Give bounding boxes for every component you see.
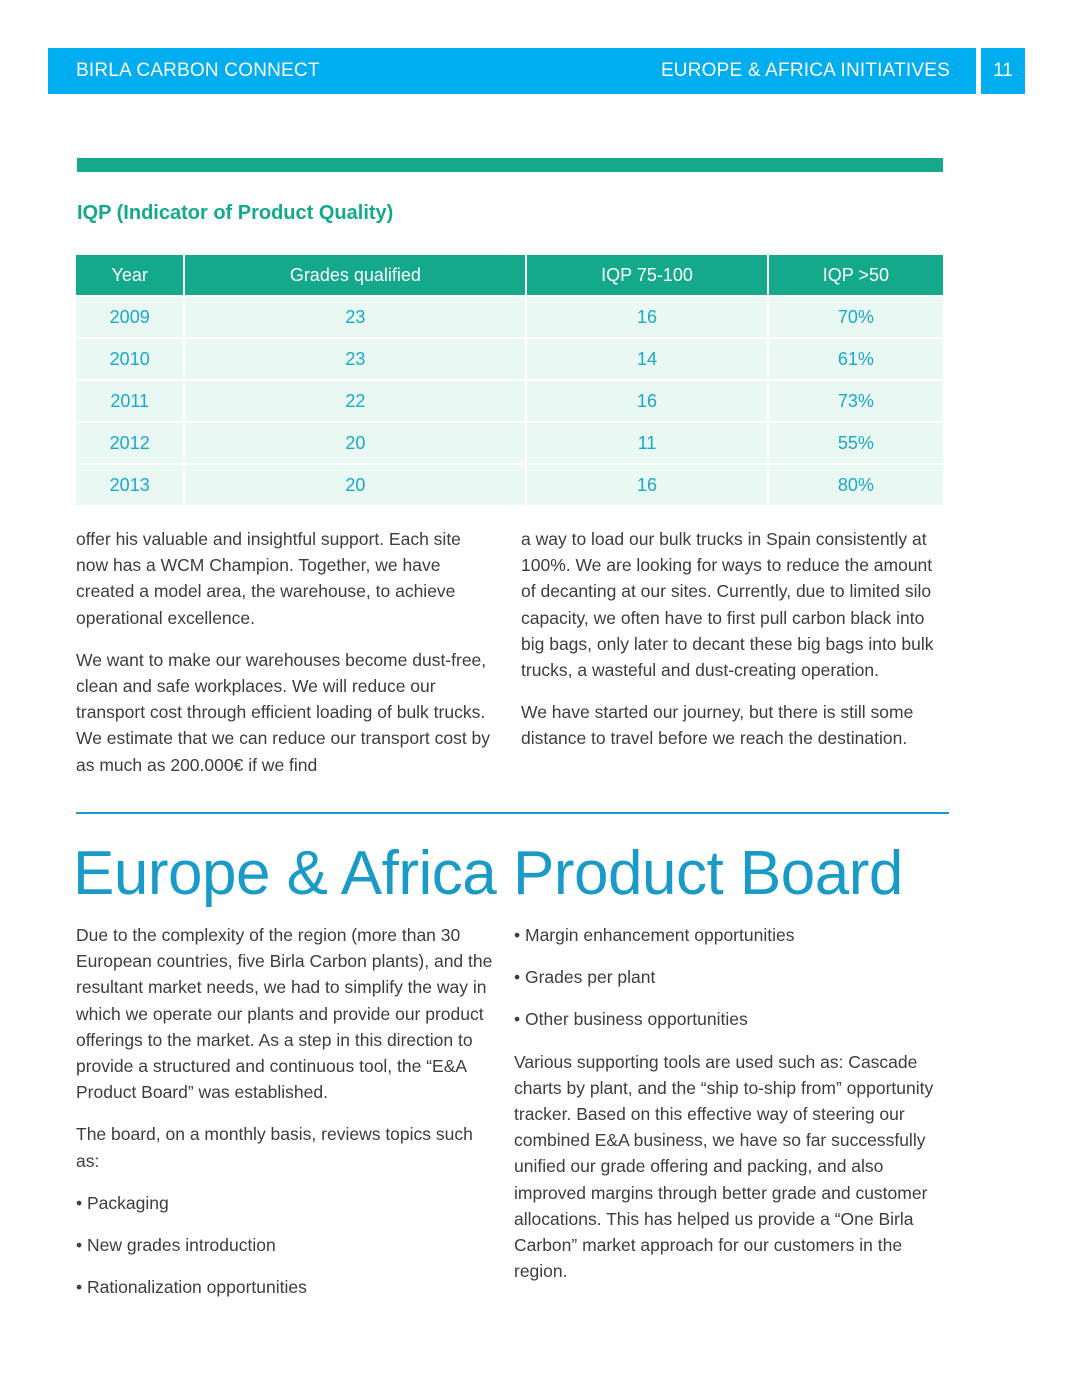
cell-grades: 23 [185,297,526,337]
paragraph: We have started our journey, but there i… [521,702,914,749]
cell-year: 2009 [76,297,184,337]
bullet-item: • Grades per plant [514,967,656,988]
header-iqp-50: IQP >50 [768,255,943,295]
paragraph: offer his valuable and insightful suppor… [76,529,461,628]
bullet-item: • Packaging [76,1192,169,1213]
paragraph: We want to make our warehouses become du… [76,649,491,775]
cell-iqp-75-100: 14 [527,339,767,379]
cell-iqp-75-100: 11 [527,423,767,463]
cell-iqp-50: 73% [768,381,943,421]
cell-year: 2012 [76,423,184,463]
section-label: EUROPE & AFRICA INITIATIVES [660,60,950,81]
table-row: 2011 22 16 73% [76,381,943,421]
cell-grades: 20 [185,423,526,463]
cell-grades: 23 [185,339,526,379]
cell-year: 2011 [76,381,184,421]
bullet-item: • Margin enhancement opportunities [514,925,795,945]
publication-title: BIRLA CARBON CONNECT [76,60,320,81]
table-row: 2013 20 16 80% [76,465,943,505]
cell-grades: 22 [185,381,526,421]
table-row: 2009 23 16 70% [76,297,943,337]
text-column-3: Due to the complexity of the region (mor… [76,922,501,1316]
header-year: Year [76,255,184,295]
header-grades-qualified: Grades qualified [185,255,526,295]
bullet-item: • Rationalization opportunities [76,1277,307,1298]
bullet-item: • Other business opportunities [514,1009,748,1030]
blue-divider [76,812,949,814]
cell-iqp-50: 55% [768,423,943,463]
text-column-2: a way to load our bulk trucks in Spain c… [521,526,951,768]
table-header-row: Year Grades qualified IQP 75-100 IQP >50 [76,255,943,295]
bullet-item: • New grades introduction [76,1235,276,1256]
green-divider [77,158,943,172]
header-iqp-75-100: IQP 75-100 [527,255,767,295]
page-number: 11 [981,48,1025,94]
table-title: IQP (Indicator of Product Quality) [77,202,394,224]
table-row: 2010 23 14 61% [76,339,943,379]
cell-grades: 20 [185,465,526,505]
table-row: 2012 20 11 55% [76,423,943,463]
text-column-4: • Margin enhancement opportunities • Gra… [514,922,944,1300]
paragraph: Various supporting tools are used such a… [514,1051,934,1282]
text-column-1: offer his valuable and insightful suppor… [76,526,496,794]
cell-iqp-75-100: 16 [527,297,767,337]
cell-iqp-75-100: 16 [527,465,767,505]
cell-year: 2013 [76,465,184,505]
section-heading: Europe & Africa Product Board [73,839,903,908]
cell-year: 2010 [76,339,184,379]
cell-iqp-50: 70% [768,297,943,337]
iqp-table: Year Grades qualified IQP 75-100 IQP >50… [74,253,945,507]
cell-iqp-50: 61% [768,339,943,379]
header-bar: BIRLA CARBON CONNECT EUROPE & AFRICA INI… [48,48,976,94]
paragraph: The board, on a monthly basis, reviews t… [76,1124,473,1171]
paragraph: Due to the complexity of the region (mor… [76,925,493,1103]
cell-iqp-75-100: 16 [527,381,767,421]
cell-iqp-50: 80% [768,465,943,505]
paragraph: a way to load our bulk trucks in Spain c… [521,529,934,681]
